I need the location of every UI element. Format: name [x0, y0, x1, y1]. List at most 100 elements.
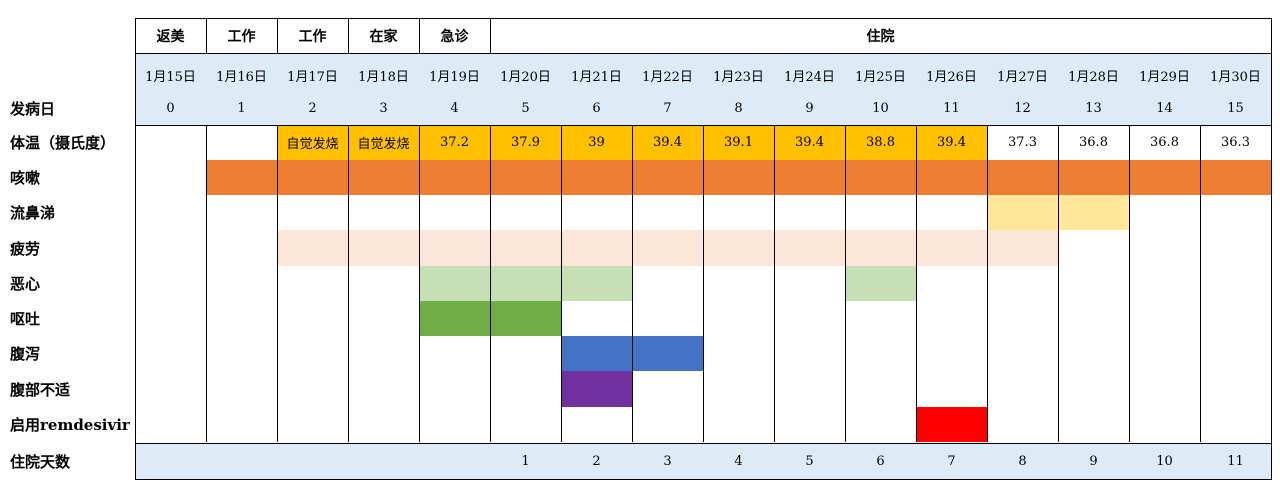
cough-cell — [348, 160, 419, 195]
date-label: 1月18日 — [358, 69, 409, 85]
date-label: 1月23日 — [713, 69, 764, 85]
illness-day-number: 10 — [872, 100, 889, 116]
date-label: 1月28日 — [1068, 69, 1119, 85]
row-label-hospital-days: 住院天数 — [10, 452, 71, 471]
hospital-day-number: 7 — [947, 453, 956, 469]
grid-line — [135, 443, 1272, 444]
date-label: 1月27日 — [997, 69, 1048, 85]
cough-cell — [774, 160, 845, 195]
hospital-day-number: 6 — [876, 453, 885, 469]
date-label: 1月17日 — [287, 69, 338, 85]
grid-line — [135, 479, 1272, 480]
row-label-cough: 咳嗽 — [10, 169, 41, 187]
temperature-value — [206, 125, 277, 160]
date-label: 1月26日 — [926, 69, 977, 85]
fever-cell — [490, 125, 561, 160]
fatigue-cell — [774, 230, 845, 266]
temperature-value: 39.4 — [795, 135, 824, 150]
cough-cell — [1129, 160, 1200, 195]
temperature-value: 39.1 — [724, 135, 753, 150]
temperature-value: 38.8 — [866, 135, 895, 150]
illness-day-number: 2 — [308, 100, 317, 116]
grid-line — [774, 125, 775, 442]
illness-day-number: 14 — [1156, 100, 1173, 116]
vomit-cell — [419, 301, 490, 336]
illness-day-number: 5 — [521, 100, 530, 116]
illness-day-number: 13 — [1085, 100, 1102, 116]
cough-cell — [1200, 160, 1271, 195]
fever-cell — [632, 125, 703, 160]
date-label: 1月19日 — [429, 69, 480, 85]
cough-cell — [277, 160, 348, 195]
grid-line — [632, 125, 633, 442]
temperature-value: 自觉发烧 — [286, 137, 339, 152]
illness-day-number: 6 — [592, 100, 601, 116]
temperature-value: 39.4 — [653, 135, 682, 150]
date-label: 1月24日 — [784, 69, 835, 85]
grid-line — [277, 125, 278, 442]
grid-line — [348, 18, 349, 53]
hospital-day-number: 10 — [1156, 453, 1173, 469]
grid-line — [206, 18, 207, 53]
fever-cell — [774, 125, 845, 160]
nausea-cell — [490, 266, 561, 301]
date-label: 1月16日 — [216, 69, 267, 85]
grid-line — [1200, 125, 1201, 442]
row-label-remdesivir: 启用remdesivir — [10, 416, 130, 434]
phase-label: 住院 — [866, 28, 895, 45]
fatigue-cell — [490, 230, 561, 266]
cough-cell — [916, 160, 987, 195]
phase-label: 返美 — [156, 28, 185, 45]
fatigue-cell — [419, 230, 490, 266]
diarrhea-cell — [632, 336, 703, 371]
fever-cell — [916, 125, 987, 160]
grid-line — [419, 125, 420, 442]
grid-line — [703, 125, 704, 442]
temperature-value: 37.9 — [511, 135, 540, 150]
grid-line — [1129, 125, 1130, 442]
nausea-cell — [845, 266, 916, 301]
cough-cell — [490, 160, 561, 195]
hospital-day-number — [135, 443, 206, 479]
phase-label: 工作 — [298, 28, 327, 45]
row-label-illness-day: 发病日 — [10, 99, 56, 118]
grid-line — [277, 18, 278, 53]
hospital-day-number: 2 — [592, 453, 601, 469]
date-label: 1月22日 — [642, 69, 693, 85]
hospital-day-number — [348, 443, 419, 479]
nausea-cell — [561, 266, 632, 301]
fatigue-cell — [703, 230, 774, 266]
fever-cell — [561, 125, 632, 160]
abdominal-cell — [561, 371, 632, 407]
grid-line — [135, 18, 1272, 19]
row-label-nausea: 恶心 — [10, 275, 41, 293]
row-label-diarrhea: 腹泻 — [10, 345, 41, 363]
temperature-value: 39 — [588, 135, 605, 150]
hospital-day-number: 9 — [1089, 453, 1098, 469]
row-label-abdominal: 腹部不适 — [10, 380, 71, 399]
hospital-days-band — [135, 443, 1271, 479]
grid-line — [135, 18, 136, 479]
hospital-day-number: 3 — [663, 453, 672, 469]
grid-line — [419, 18, 420, 53]
grid-line — [1271, 18, 1272, 479]
fever-cell — [703, 125, 774, 160]
grid-line — [135, 125, 1272, 126]
hospital-day-number — [277, 443, 348, 479]
date-label: 1月21日 — [571, 69, 622, 85]
fever-cell — [419, 125, 490, 160]
date-label: 1月15日 — [145, 69, 196, 85]
illness-day-number: 9 — [805, 100, 814, 116]
temperature-value: 36.8 — [1079, 135, 1108, 150]
grid-line — [206, 125, 207, 442]
hospital-day-number: 4 — [734, 453, 743, 469]
grid-line — [987, 125, 988, 442]
date-label: 1月29日 — [1139, 69, 1190, 85]
fever-cell — [845, 125, 916, 160]
hospital-day-number — [419, 443, 490, 479]
date-label: 1月20日 — [500, 69, 551, 85]
row-label-temperature: 体温（摄氏度） — [10, 134, 116, 152]
grid-line — [916, 125, 917, 442]
grid-line — [490, 125, 491, 442]
runny-nose-cell — [1058, 195, 1129, 230]
